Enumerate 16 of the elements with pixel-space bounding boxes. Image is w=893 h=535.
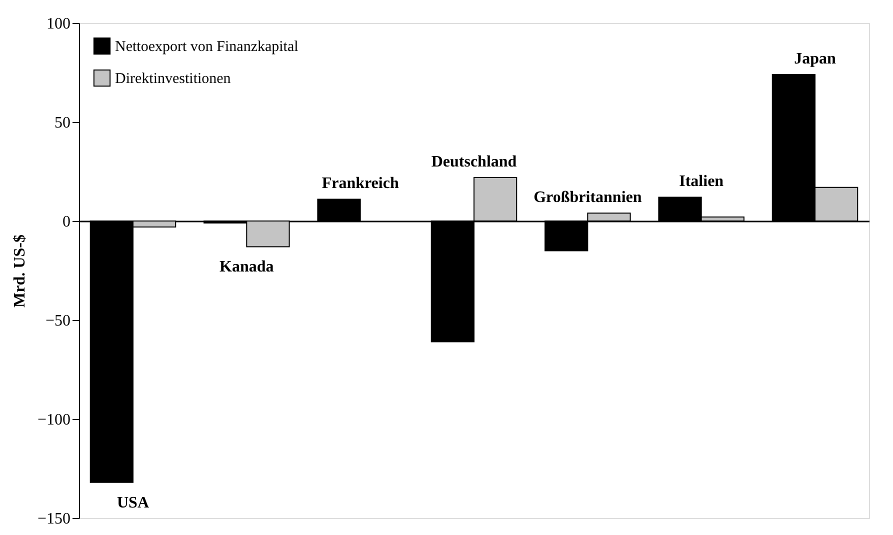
x-tick-label: Kanada xyxy=(220,258,274,276)
x-tick-label: Japan xyxy=(794,50,836,68)
y-tick-label: 0 xyxy=(62,214,70,230)
y-tick-label: −100 xyxy=(37,412,70,428)
y-tick-label: −150 xyxy=(37,510,70,528)
x-tick-label: Frankreich xyxy=(322,175,399,192)
legend-label: Direktinvestitionen xyxy=(115,71,232,87)
x-tick-label: Großbritannien xyxy=(534,189,642,206)
legend-label: Nettoexport von Finanzkapital xyxy=(115,39,298,55)
x-tick-label: USA xyxy=(116,494,150,512)
x-tick-label: Italien xyxy=(679,173,724,190)
y-tick-label: 50 xyxy=(54,114,70,132)
y-axis-title: Mrd. US-$ xyxy=(11,234,28,308)
y-tick-label: −50 xyxy=(45,312,70,330)
x-tick-label: Deutschland xyxy=(431,153,517,170)
y-tick-label: 100 xyxy=(46,16,70,32)
